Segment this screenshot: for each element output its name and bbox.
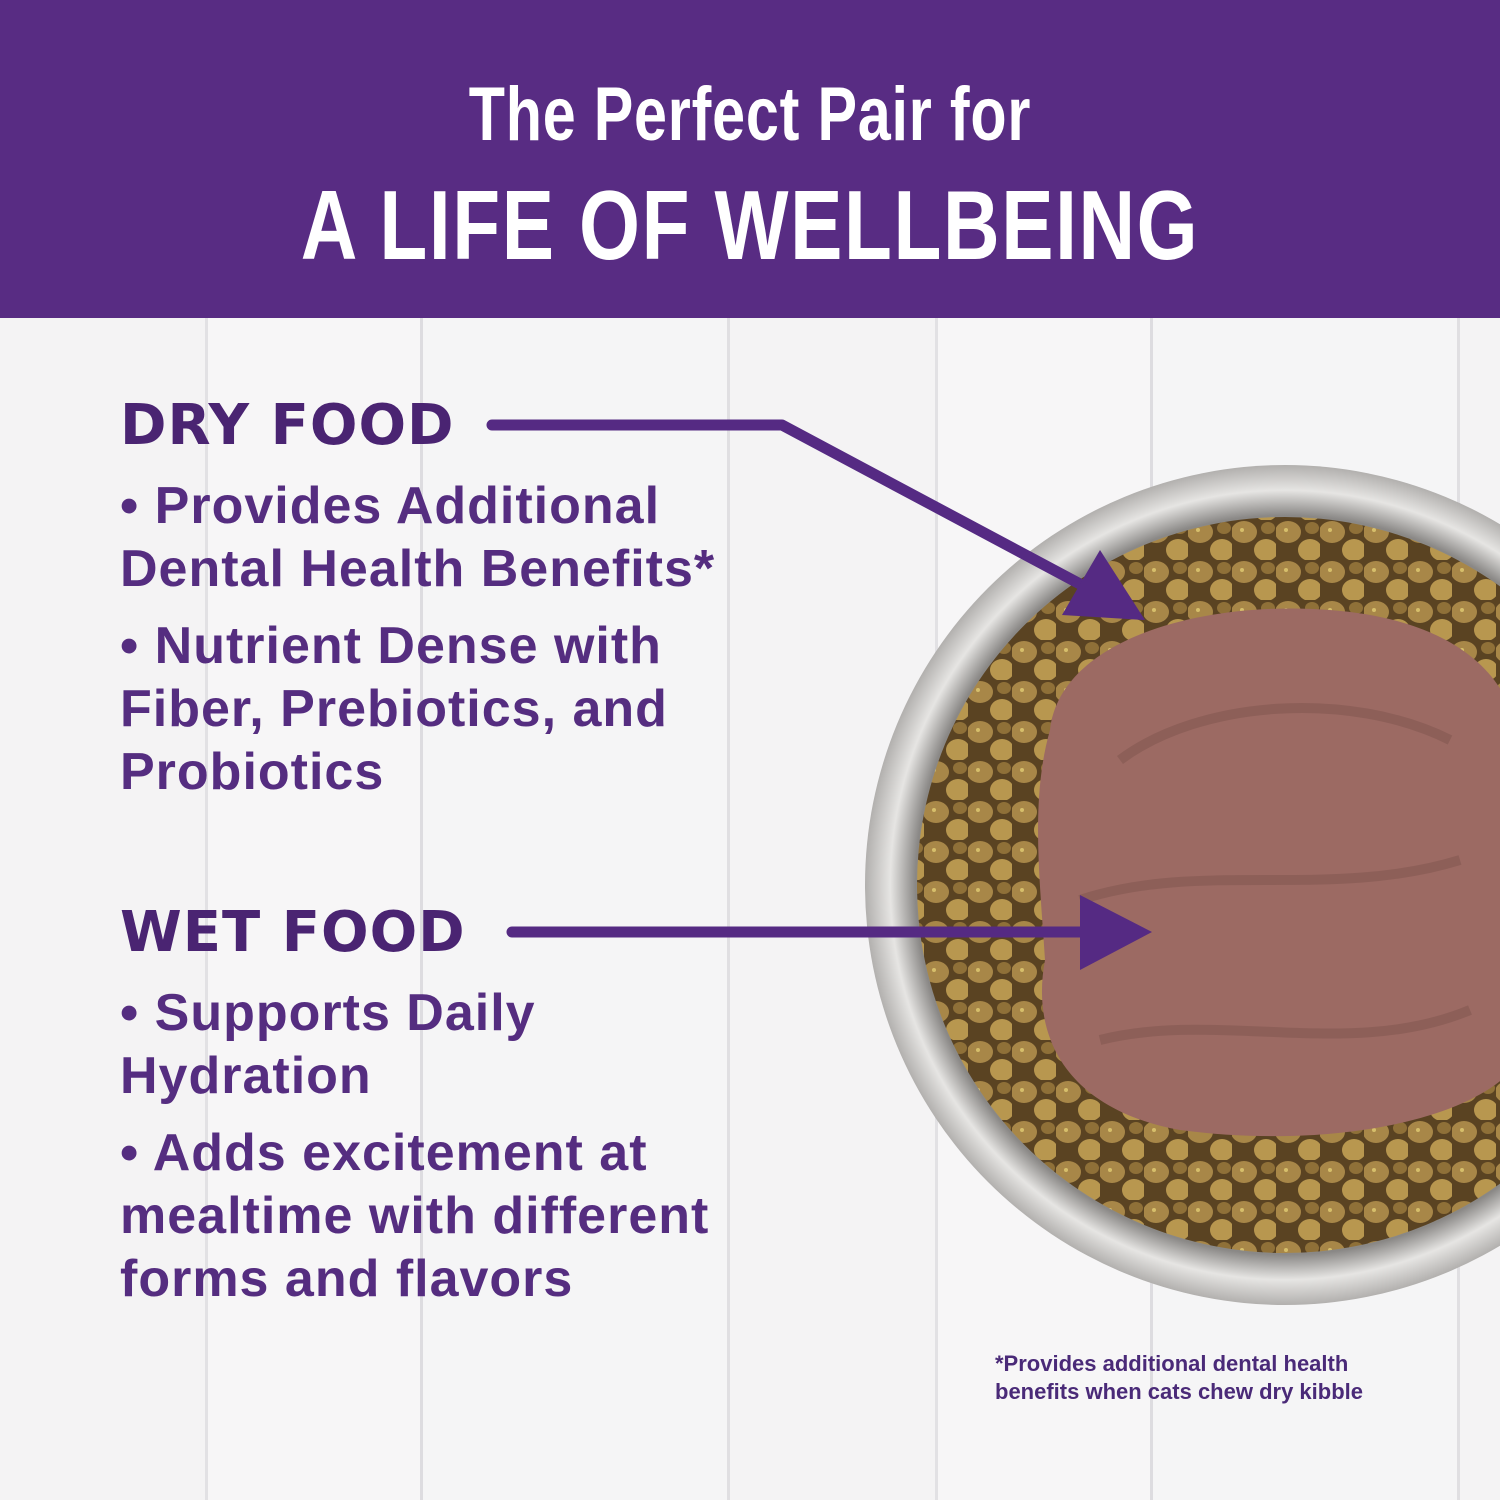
dry-food-title: DRY FOOD bbox=[120, 393, 455, 458]
dry-food-arrow bbox=[486, 419, 1145, 620]
dry-food-section: DRY FOOD • Provides Additional Dental He… bbox=[120, 393, 800, 818]
wet-food-bullet-1: • Supports Daily Hydration bbox=[120, 984, 536, 1105]
wet-food-title: WET FOOD bbox=[120, 900, 466, 965]
headline-line2: A LIFE OF WELLBEING bbox=[300, 170, 1200, 280]
dry-food-bullet-2: • Nutrient Dense with Fiber, Prebiotics,… bbox=[120, 617, 668, 801]
wet-food-arrow bbox=[506, 895, 1152, 970]
footnote: *Provides additional dental health benef… bbox=[995, 1351, 1363, 1404]
wet-food-section: WET FOOD • Supports Daily Hydration • Ad… bbox=[120, 900, 740, 1325]
pate-texture bbox=[1078, 703, 1472, 1045]
headline-line1: The Perfect Pair for bbox=[468, 72, 1032, 157]
header-banner: The Perfect Pair for A LIFE OF WELLBEING bbox=[0, 0, 1500, 318]
dry-food-bullet-1: • Provides Additional Dental Health Bene… bbox=[120, 477, 716, 598]
wet-food-bullet-2: • Adds excitement at mealtime with diffe… bbox=[120, 1124, 710, 1308]
